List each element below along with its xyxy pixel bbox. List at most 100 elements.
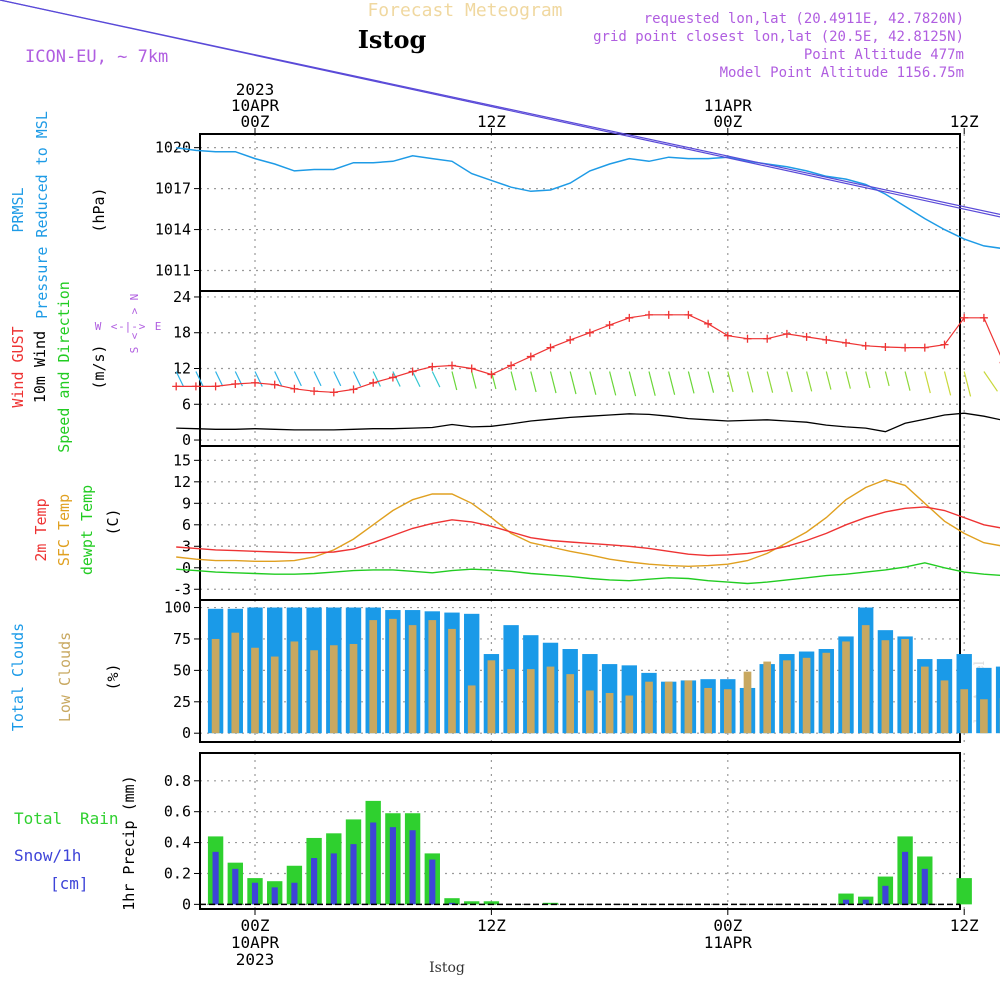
precip-ytick-label: 0.6 [164, 803, 191, 821]
snow-bar [370, 822, 377, 905]
wind-direction-arrow [195, 371, 204, 387]
wind-direction-arrow [865, 371, 871, 389]
wind-label-gust: Wind GUST [9, 326, 27, 407]
wind-direction-arrow [746, 371, 754, 393]
wind-ytick-label: 12 [173, 360, 191, 378]
rain-bar [956, 878, 972, 905]
station-title: Istog [358, 25, 427, 54]
precip-ytick-label: 0.2 [164, 864, 191, 882]
wind-direction-arrow [333, 371, 342, 387]
snow-bar [311, 858, 318, 905]
wind-direction-arrow [0, 0, 1000, 218]
pressure-ytick-label: 1011 [155, 262, 191, 280]
low-cloud-bar [881, 640, 890, 734]
low-cloud-bar [940, 680, 949, 734]
chart-title: Forecast Meteogram [367, 0, 562, 21]
wind-gust-point [861, 341, 870, 350]
clouds-ytick-label: 75 [173, 630, 191, 648]
top-time-label: 2023 [236, 80, 275, 99]
clouds-label-low: Low Clouds [56, 632, 74, 722]
wind-gust-point [408, 367, 417, 376]
low-cloud-bar [428, 620, 437, 734]
wind-gust-point [546, 343, 555, 352]
wind-direction-arrow [687, 371, 695, 394]
wind-gust-point [763, 334, 772, 343]
snow-bar [882, 885, 889, 905]
wind-speed-line [176, 412, 1000, 433]
compass-n-arrow: > [128, 307, 141, 314]
bottom-time-label: 00Z [241, 916, 270, 935]
snow-bar [842, 899, 850, 905]
low-cloud-bar [960, 689, 969, 734]
requested-location: requested lon,lat (20.4911E, 42.7820N) [644, 11, 964, 27]
wind-gust-point [467, 364, 476, 373]
wind-ytick-label: 6 [182, 395, 191, 413]
top-time-label: 10APR [231, 96, 280, 115]
precip-ytick-label: 0 [182, 895, 191, 913]
wind-direction-arrow [293, 371, 302, 387]
wind-direction-arrow [766, 371, 774, 393]
low-cloud-bar [526, 669, 535, 734]
precip-unit: 1hr Precip (mm) [120, 775, 138, 910]
wind-ytick-label: 0 [182, 431, 191, 449]
low-cloud-bar [920, 666, 929, 734]
snow-bar [429, 859, 436, 905]
pressure-label-1: PRMSL [9, 187, 27, 232]
compass-w-arrow: < [111, 320, 118, 333]
footer-station: Istog [429, 960, 465, 976]
wind-unit: (m/s) [90, 344, 108, 389]
low-cloud-bar [487, 660, 496, 734]
snow-bar [389, 827, 396, 905]
bottom-time-label: 12Z [477, 916, 506, 935]
clouds-ytick-label: 0 [182, 724, 191, 742]
gridpoint-location: grid point closest lon,lat (20.5E, 42.81… [593, 29, 964, 45]
wind-gust-point [428, 362, 437, 371]
wind-gust-point [625, 313, 634, 322]
pressure-frame [199, 133, 961, 292]
bottom-time-label: 00Z [713, 916, 742, 935]
rain-bar [464, 901, 480, 905]
wind-direction-arrow [727, 371, 734, 393]
wind-gust-point [881, 343, 890, 352]
low-cloud-bar [448, 628, 456, 734]
wind-gust-point [782, 329, 791, 338]
wind-gust-point [802, 332, 811, 341]
wind-gust-point [172, 382, 181, 391]
top-time-label: 12Z [477, 112, 506, 131]
wind-gust-point [526, 352, 535, 361]
wind-gust-point [487, 370, 496, 379]
temp-ytick-label: 15 [173, 451, 191, 469]
clouds-ytick-label: 100 [164, 599, 191, 617]
wind-gust-point [605, 320, 614, 329]
wind-gust-point [191, 382, 200, 391]
low-cloud-bar [605, 692, 614, 734]
temp-ytick-label: 6 [182, 516, 191, 534]
pressure-ytick-label: 1014 [155, 221, 191, 239]
wind-gust-point [664, 310, 673, 319]
wind-direction-arrow [707, 371, 715, 393]
compass-rose: N > < S W < -|- > E [95, 294, 162, 354]
bottom-time-label: 11APR [704, 933, 753, 952]
low-cloud-bar [822, 652, 831, 734]
compass-s: S [128, 347, 141, 354]
wind-direction-arrow [392, 371, 401, 387]
wind-gust-point [704, 319, 713, 328]
precip-label-rain: Rain [80, 809, 119, 828]
wind-direction-arrow [845, 371, 851, 389]
wind-direction-arrow [471, 371, 477, 389]
model-altitude: Model Point Altitude 1156.75m [720, 65, 964, 81]
wind-direction-arrow [451, 371, 458, 391]
top-time-label: 11APR [704, 96, 753, 115]
wind-gust-point [369, 378, 378, 387]
wind-direction-arrow [254, 371, 263, 387]
wind-gust-point [329, 388, 338, 397]
pressure-ytick-label: 1017 [155, 180, 191, 198]
low-cloud-bar [211, 638, 220, 734]
wind-ytick-label: 18 [173, 324, 191, 342]
snow-bar [212, 851, 219, 905]
low-cloud-bar [408, 625, 417, 734]
snow-bar [271, 887, 278, 905]
dewpt-line [176, 562, 1000, 585]
low-cloud-bar [586, 690, 594, 734]
wind-gust-point [822, 335, 831, 344]
